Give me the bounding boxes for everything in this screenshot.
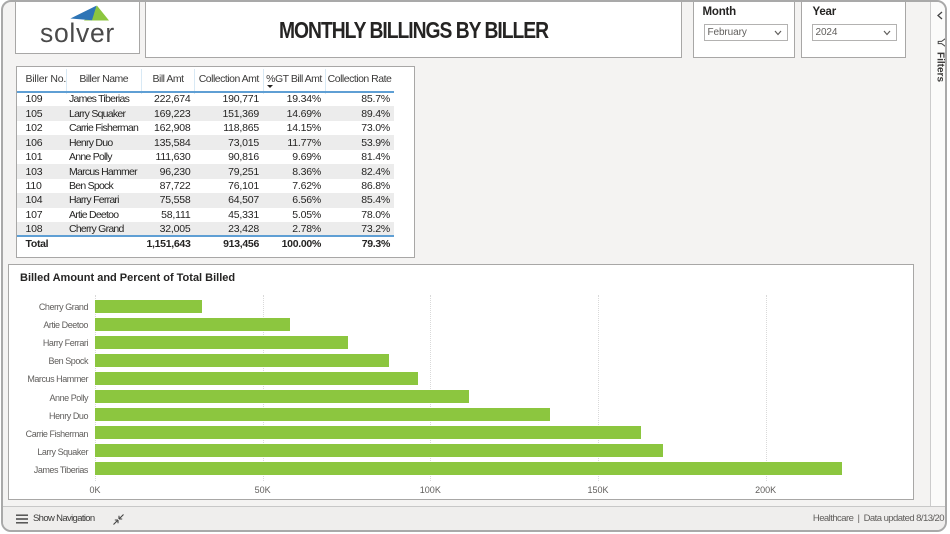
svg-text:solver: solver [40,18,115,48]
